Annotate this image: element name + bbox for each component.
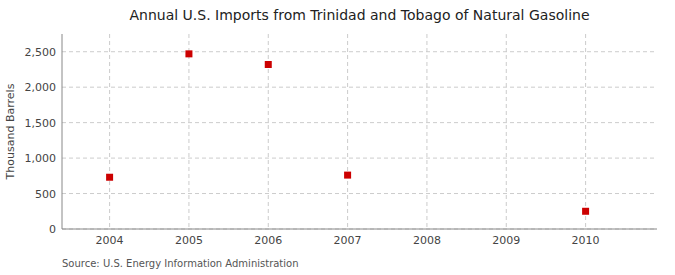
x-grid-line xyxy=(506,34,507,229)
x-grid-line xyxy=(585,34,586,229)
x-grid-line xyxy=(109,34,110,229)
x-tick-label: 2008 xyxy=(413,234,441,247)
y-tick-label: 1,500 xyxy=(25,117,57,130)
x-tick-label: 2004 xyxy=(96,234,124,247)
point xyxy=(344,172,351,179)
y-grid-line xyxy=(62,51,657,52)
y-tick-label: 0 xyxy=(49,223,56,236)
y-axis-label: Thousand Barrels xyxy=(4,83,17,180)
y-grid-line xyxy=(62,193,657,194)
y-tick-label: 2,000 xyxy=(25,81,57,94)
source-note: Source: U.S. Energy Information Administ… xyxy=(62,258,299,269)
y-tick-label: 2,500 xyxy=(25,46,57,59)
chart-container: Annual U.S. Imports from Trinidad and To… xyxy=(0,0,675,275)
x-tick-label: 2010 xyxy=(572,234,600,247)
grid xyxy=(62,34,657,229)
chart: Annual U.S. Imports from Trinidad and To… xyxy=(0,0,675,275)
y-tick-label: 500 xyxy=(35,188,56,201)
x-tick-label: 2007 xyxy=(334,234,362,247)
x-tick-label: 2006 xyxy=(254,234,282,247)
x-grid-line xyxy=(188,34,189,229)
x-tick-label: 2005 xyxy=(175,234,203,247)
y-grid-line xyxy=(62,229,657,230)
marks xyxy=(106,50,589,214)
x-tick-label: 2009 xyxy=(492,234,520,247)
y-grid-line xyxy=(62,122,657,123)
point xyxy=(106,174,113,181)
point xyxy=(582,208,589,215)
y-axis-line xyxy=(62,34,63,229)
x-grid-line xyxy=(426,34,427,229)
y-tick-label: 1,000 xyxy=(25,152,57,165)
point xyxy=(265,61,272,68)
y-grid-line xyxy=(62,87,657,88)
x-grid-line xyxy=(347,34,348,229)
point xyxy=(185,50,192,57)
title: Annual U.S. Imports from Trinidad and To… xyxy=(129,7,589,23)
x-axis-line xyxy=(62,229,657,230)
axes: 0 500 1,000 1,500 2,000 2,500 2004 2005 2006 2007… xyxy=(25,34,658,247)
y-grid-line xyxy=(62,158,657,159)
